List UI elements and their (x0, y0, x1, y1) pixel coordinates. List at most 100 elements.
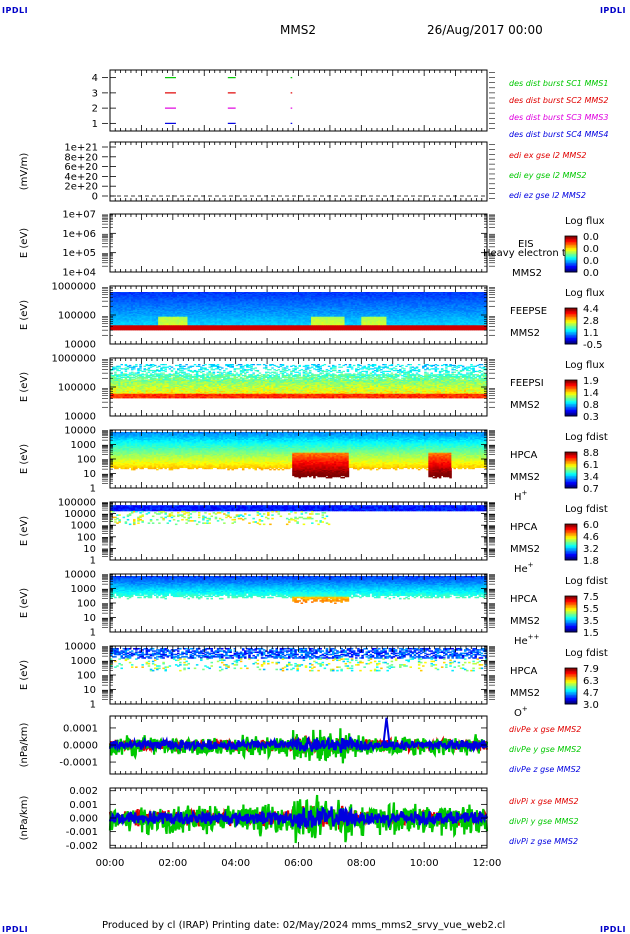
heatmap-cell (153, 299, 157, 301)
heatmap-cell (225, 312, 228, 315)
heatmap-cell (262, 327, 266, 329)
heatmap-cell (197, 321, 201, 323)
heatmap-cell (202, 296, 205, 299)
heatmap-cell (246, 309, 249, 311)
heatmap-cell (191, 294, 195, 297)
heatmap-cell (227, 305, 230, 307)
heatmap-cell (166, 308, 170, 310)
heatmap-cell (168, 299, 172, 301)
heatmap-cell (206, 322, 209, 324)
heatmap-cell (139, 318, 142, 320)
heatmap-cell (239, 293, 243, 296)
heatmap-cell (133, 312, 136, 315)
heatmap-cell (137, 323, 140, 325)
heatmap-cell (120, 314, 123, 317)
heatmap-cell (262, 299, 266, 301)
heatmap-cell (135, 329, 138, 331)
heatmap-cell (252, 311, 255, 313)
heatmap-cell (179, 312, 182, 315)
heatmap-cell (254, 314, 258, 317)
heatmap-cell (149, 313, 153, 316)
heatmap-cell (231, 314, 234, 317)
heatmap-cell (250, 328, 253, 330)
heatmap-cell (241, 292, 245, 294)
y-tick-label: 3 (92, 88, 98, 99)
heatmap-cell (231, 310, 234, 312)
heatmap-cell (193, 325, 197, 327)
heatmap-cell (120, 312, 123, 315)
heatmap-cell (168, 293, 172, 296)
heatmap-cell (204, 321, 207, 323)
heatmap-cell (231, 299, 234, 301)
heatmap-cell (139, 301, 142, 303)
heatmap-cell (185, 301, 188, 303)
heatmap-cell (233, 312, 237, 315)
heatmap-cell (164, 329, 167, 331)
heatmap-cell (208, 321, 211, 323)
heatmap-cell (110, 295, 113, 298)
heatmap-cell (269, 326, 272, 328)
heatmap-cell (221, 300, 224, 302)
heatmap-cell (244, 308, 247, 310)
heatmap-cell (187, 329, 190, 331)
heatmap-cell (162, 292, 165, 295)
heatmap-cell (223, 293, 226, 296)
heatmap-cell (254, 298, 258, 300)
heatmap-cell (139, 307, 142, 309)
heatmap-cell (237, 293, 241, 296)
heatmap-cell (112, 293, 115, 296)
heatmap-cell (153, 310, 157, 312)
heatmap-cell (172, 323, 176, 325)
heatmap-cell (221, 307, 224, 309)
heatmap-cell (241, 303, 245, 305)
heatmap-cell (210, 315, 214, 318)
heatmap-cell (183, 321, 186, 323)
heatmap-cell (149, 314, 153, 317)
heatmap-cell (128, 329, 132, 331)
heatmap-cell (271, 298, 274, 300)
heatmap-cell (264, 323, 268, 325)
heatmap-cell (193, 300, 197, 302)
heatmap-cell (172, 326, 176, 328)
heatmap-cell (252, 323, 255, 325)
heatmap-cell (174, 296, 178, 299)
heatmap-cell (212, 313, 216, 316)
heatmap-cell (239, 317, 243, 319)
heatmap-cell (183, 327, 186, 329)
heatmap-cell (233, 308, 237, 310)
heatmap-cell (166, 323, 170, 325)
heatmap-cell (214, 326, 218, 328)
heatmap-cell (166, 304, 170, 306)
heatmap-cell (241, 315, 245, 318)
heatmap-cell (145, 311, 149, 313)
heatmap-cell (151, 310, 155, 312)
heatmap-cell (141, 297, 144, 300)
heatmap-cell (256, 318, 260, 320)
heatmap-cell (216, 305, 220, 307)
heatmap-cell (229, 303, 232, 305)
heatmap-cell (124, 303, 128, 305)
heatmap-cell (170, 323, 174, 325)
heatmap-cell (223, 311, 226, 313)
heatmap-cell (181, 317, 184, 319)
heatmap-cell (214, 321, 218, 323)
heatmap-cell (195, 311, 199, 313)
heatmap-cell (210, 313, 214, 316)
heatmap-cell (250, 305, 253, 307)
heatmap-cell (133, 323, 136, 325)
heatmap-cell (141, 308, 144, 310)
heatmap-cell (181, 328, 184, 330)
heatmap-cell (204, 296, 207, 299)
heatmap-cell (235, 305, 239, 307)
panel-frame (109, 141, 488, 202)
heatmap-cell (116, 322, 119, 324)
heatmap-cell (164, 292, 167, 294)
heatmap-cell (241, 299, 245, 301)
heatmap-cell (139, 297, 142, 300)
heatmap-cell (221, 295, 224, 298)
heatmap-cell (233, 311, 237, 313)
heatmap-cell (216, 319, 220, 321)
heatmap-cell (195, 318, 199, 320)
heatmap-cell (137, 311, 140, 313)
heatmap-cell (218, 308, 222, 310)
